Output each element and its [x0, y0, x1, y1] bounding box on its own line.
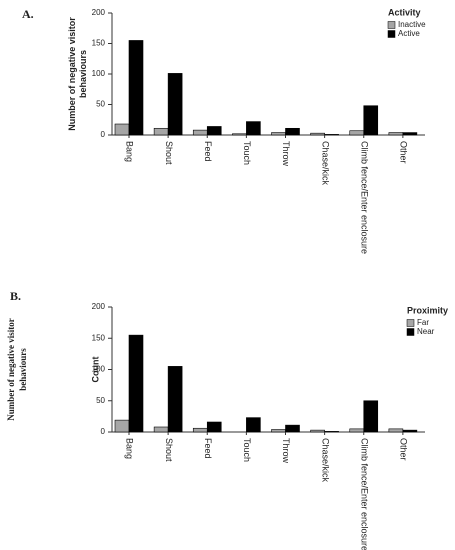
y-tick-label: 0 — [101, 427, 106, 436]
side-label: Number of negative visitor — [6, 318, 16, 421]
y-tick-label: 200 — [92, 302, 106, 311]
y-tick-label: 100 — [92, 69, 106, 78]
bar — [167, 366, 183, 433]
x-tick-label: Climb fence/Enter enclosure — [359, 438, 369, 550]
x-tick-label: Other — [399, 141, 409, 164]
y-tick-label: 100 — [92, 365, 106, 374]
side-label: behaviours — [18, 348, 28, 391]
bar — [310, 429, 325, 433]
bar — [192, 129, 208, 136]
bar — [324, 431, 339, 433]
legend-swatch — [406, 319, 415, 327]
y-tick-label: 150 — [92, 39, 106, 48]
x-tick-label: Shout — [164, 141, 174, 165]
x-tick-label: Shout — [164, 438, 174, 462]
y-tick-label: 50 — [96, 396, 105, 405]
x-tick-label: Bang — [125, 438, 135, 459]
y-tick-label: 200 — [92, 8, 106, 17]
panel-label: A. — [22, 7, 34, 21]
bar — [128, 40, 144, 136]
bar — [349, 428, 365, 433]
bar — [324, 134, 339, 136]
bar — [206, 126, 222, 136]
y-tick-label: 150 — [92, 333, 106, 342]
bar — [271, 132, 286, 136]
bar — [114, 419, 130, 433]
bar — [285, 424, 300, 433]
y-tick-label: 50 — [96, 100, 105, 109]
legend-title: Proximity — [407, 305, 448, 315]
bar — [388, 132, 404, 136]
bar — [246, 417, 261, 433]
x-tick-label: Throw — [281, 141, 291, 167]
bar — [192, 427, 208, 433]
bar — [363, 105, 379, 136]
x-tick-label: Throw — [281, 438, 291, 464]
x-tick-label: Feed — [203, 141, 213, 162]
y-axis-label: behaviours — [78, 50, 88, 98]
legend-label: Near — [417, 327, 435, 336]
legend-title: Activity — [388, 7, 421, 17]
bar — [363, 400, 379, 433]
bar — [349, 130, 365, 136]
x-tick-label: Climb fence/Enter enclosure — [359, 141, 369, 254]
legend-label: Inactive — [398, 20, 426, 29]
bar — [232, 133, 247, 136]
bar — [271, 429, 286, 433]
legend-swatch — [387, 21, 396, 29]
legend-label: Far — [417, 318, 429, 327]
legend-swatch — [406, 328, 415, 336]
bar — [167, 73, 183, 136]
x-tick-label: Other — [399, 438, 409, 461]
bar — [402, 132, 418, 136]
bar — [153, 127, 169, 136]
legend-swatch — [387, 30, 396, 38]
bar — [153, 426, 169, 433]
x-tick-label: Bang — [125, 141, 135, 162]
x-tick-label: Chase/kick — [320, 141, 330, 186]
panel-label: B. — [10, 289, 21, 303]
y-axis-label: Count — [90, 357, 100, 383]
x-tick-label: Touch — [242, 438, 252, 462]
legend-label: Active — [398, 29, 420, 38]
bar — [246, 121, 261, 136]
bar — [402, 429, 418, 433]
bar — [388, 428, 404, 433]
x-tick-label: Chase/kick — [320, 438, 330, 483]
y-tick-label: 0 — [101, 130, 106, 139]
bar — [114, 123, 130, 136]
x-tick-label: Feed — [203, 438, 213, 459]
bar — [206, 421, 222, 433]
bar — [128, 334, 144, 433]
bar — [285, 127, 300, 136]
x-tick-label: Touch — [242, 141, 252, 165]
y-axis-label: Number of negative visitor — [67, 17, 77, 131]
bar — [310, 132, 325, 136]
